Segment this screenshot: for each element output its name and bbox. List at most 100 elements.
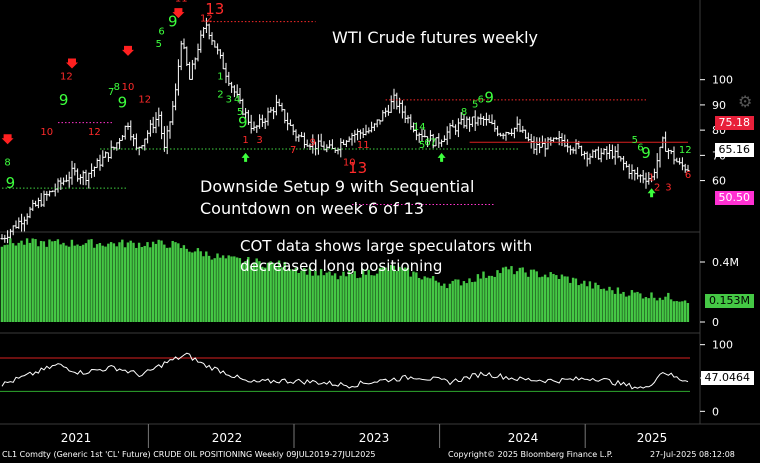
countdown-count-label: 12: [88, 127, 101, 138]
setup-count-label: 9: [6, 174, 16, 192]
price-bar: [73, 163, 77, 176]
cot-bar: [286, 270, 289, 322]
cot-bar: [644, 297, 648, 322]
price-bar: [647, 171, 651, 185]
cot-bar: [622, 291, 625, 322]
cot-bar: [510, 266, 513, 322]
price-bar: [605, 146, 609, 160]
cot-bar: [602, 288, 606, 322]
price-bar: [448, 123, 452, 140]
price-bar: [473, 110, 477, 131]
chart-title: WTI Crude futures weekly: [332, 28, 539, 47]
cot-bar: [457, 279, 460, 322]
setup-count-label: 5: [237, 107, 243, 118]
price-bar: [302, 132, 306, 149]
setup-count-label: 14: [413, 122, 426, 133]
cot-bar: [361, 269, 365, 322]
cot-bar: [177, 243, 180, 322]
cot-bar: [443, 283, 446, 322]
price-bar: [440, 139, 444, 147]
cot-bar: [459, 285, 463, 322]
price-bar: [428, 130, 432, 142]
price-bar: [426, 136, 430, 148]
price-bar: [314, 141, 318, 156]
cot-bar: [529, 269, 533, 322]
cot-bar: [560, 274, 564, 322]
x-tick-label: 2022: [212, 431, 243, 445]
price-bar: [300, 131, 304, 138]
cot-bar: [51, 241, 54, 322]
setup-count-label: 8: [461, 107, 467, 118]
cot-bar: [384, 267, 387, 322]
price-bar: [311, 134, 315, 154]
cot-bar: [300, 270, 303, 322]
countdown-count-label: 11: [357, 140, 370, 151]
cot-bar: [154, 243, 158, 322]
price-bar: [367, 127, 371, 134]
cot-bar: [143, 245, 146, 322]
cot-bar: [224, 258, 228, 322]
price-bar: [339, 138, 343, 158]
cot-bar: [373, 275, 376, 322]
price-bar: [420, 128, 424, 142]
price-bar: [552, 137, 556, 143]
price-bar: [70, 160, 74, 185]
price-bar: [580, 145, 584, 157]
cot-bar: [639, 293, 642, 322]
price-bar: [423, 129, 427, 138]
price-bar: [344, 140, 348, 148]
cot-bar: [216, 253, 219, 322]
cot-bar: [56, 239, 60, 322]
cot-bar: [454, 279, 457, 322]
setup-count-label: 6: [158, 26, 164, 37]
price-bar: [190, 59, 194, 80]
price-bar: [608, 144, 612, 159]
price-bar: [594, 149, 598, 158]
price-bar: [644, 172, 648, 189]
gear-icon[interactable]: ⚙: [738, 94, 753, 111]
price-bar: [11, 225, 15, 236]
cot-bar: [70, 239, 74, 322]
cot-bar: [557, 278, 561, 322]
price-bar: [101, 150, 105, 168]
price-bar: [540, 135, 544, 148]
x-tick-label: 2021: [61, 431, 92, 445]
cot-bar: [165, 247, 169, 322]
cot-bar: [261, 266, 264, 322]
cot-bar: [25, 238, 29, 322]
price-bar: [535, 137, 539, 156]
price-bar: [350, 132, 354, 146]
cot-bar: [504, 266, 508, 322]
cot-bar: [174, 242, 177, 322]
price-bar: [62, 177, 66, 186]
countdown-count-label: 11: [175, 0, 188, 4]
setup-count-label: 2: [217, 89, 223, 100]
price-bar: [328, 140, 332, 149]
cot-bar: [395, 270, 398, 322]
price-bar: [574, 139, 578, 155]
price-bar: [140, 145, 144, 149]
price-bar: [78, 174, 82, 185]
sell-arrow-icon: [122, 45, 134, 56]
price-bar: [104, 151, 108, 158]
price-bar: [638, 174, 642, 183]
cot-annotation: COT data shows large speculators with de…: [240, 236, 532, 276]
price-bar: [588, 153, 592, 165]
price-bar: [221, 52, 225, 70]
cot-bar: [571, 277, 575, 322]
price-bar: [288, 119, 292, 126]
price-bar: [512, 127, 516, 139]
cot-bar: [423, 276, 426, 322]
cot-bar: [597, 285, 600, 322]
countdown-count-label: 12: [60, 72, 73, 83]
price-bar: [675, 157, 679, 163]
price-bar: [129, 120, 133, 141]
cot-bar: [319, 269, 323, 322]
cot-bar: [398, 266, 401, 322]
setup-count-label: 4: [234, 94, 240, 105]
setup-count-label: 5: [632, 135, 638, 146]
cot-bar: [28, 242, 32, 322]
setup-count-label: 9: [484, 88, 494, 106]
price-bar: [510, 128, 514, 137]
cot-bar: [518, 267, 522, 322]
